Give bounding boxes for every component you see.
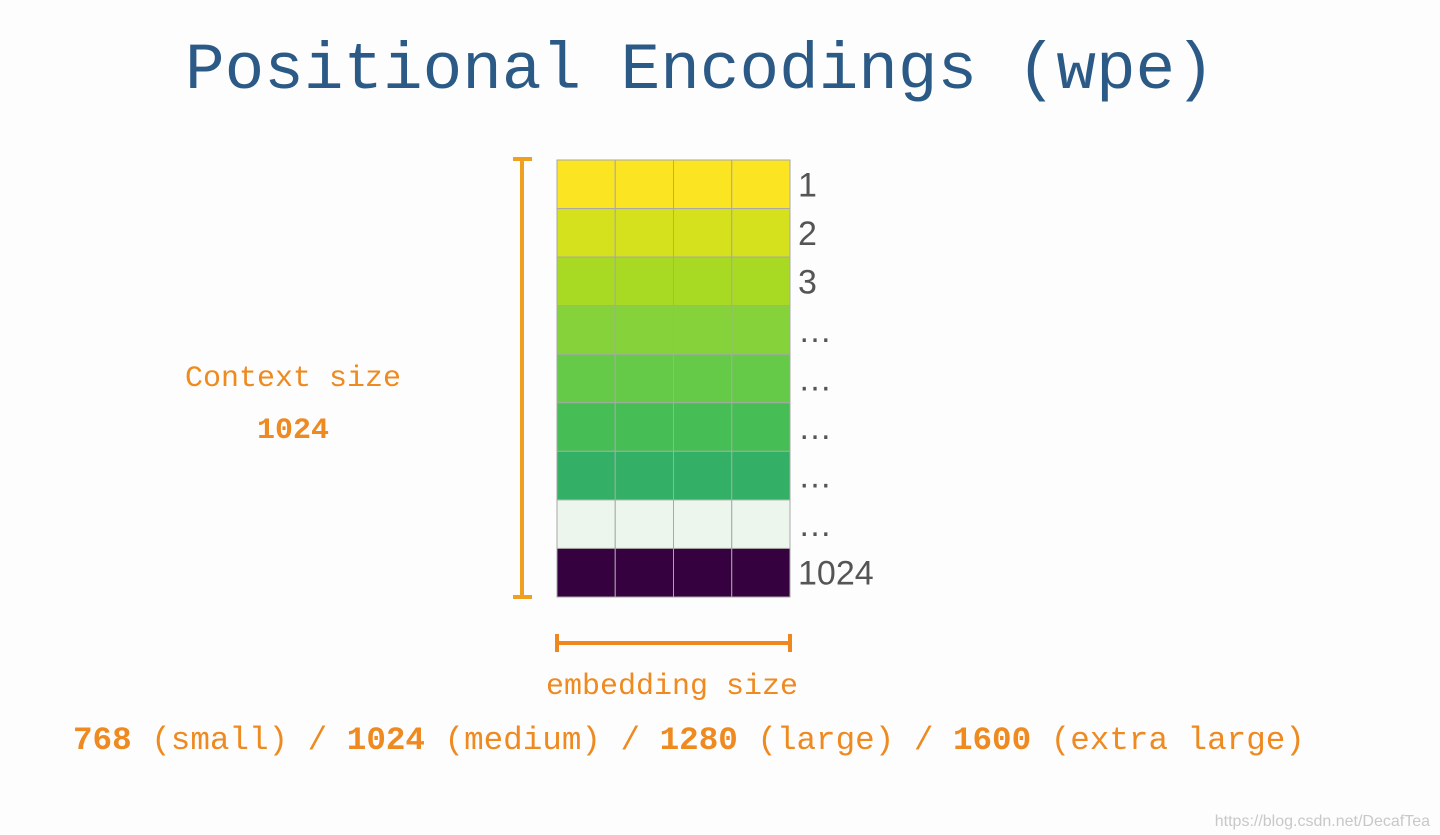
- size-name: (extra large): [1051, 722, 1305, 759]
- cell: [614, 256, 674, 307]
- row-label: …: [798, 506, 832, 544]
- separator: [933, 722, 953, 759]
- context-bracket: [513, 157, 532, 599]
- space: [738, 722, 758, 759]
- separator: [327, 722, 347, 759]
- size-value: 768: [73, 722, 132, 759]
- cell: [673, 208, 733, 258]
- cell: [673, 450, 733, 501]
- cell: [556, 499, 616, 549]
- row-label: …: [798, 458, 832, 496]
- cell: [731, 547, 791, 598]
- size-name: (medium): [445, 722, 601, 759]
- cell: [731, 256, 791, 307]
- cell: [673, 353, 733, 404]
- size-value: 1024: [347, 722, 425, 759]
- row-label: …: [798, 409, 832, 447]
- embedding-bracket: [555, 634, 792, 652]
- cell: [731, 305, 791, 355]
- cell: [673, 402, 733, 452]
- size-value: 1280: [660, 722, 738, 759]
- cell: [673, 499, 733, 549]
- cell: [614, 402, 674, 452]
- cell: [614, 305, 674, 355]
- space: [132, 722, 152, 759]
- row-label: …: [798, 312, 832, 350]
- cell: [614, 353, 674, 404]
- row-label: 1024: [798, 555, 874, 593]
- space: [425, 722, 445, 759]
- size-value: 1600: [953, 722, 1031, 759]
- cell: [614, 499, 674, 549]
- cell: [556, 305, 616, 355]
- cell: [731, 450, 791, 501]
- separator: [288, 722, 308, 759]
- cell: [731, 159, 791, 210]
- row-label: …: [798, 361, 832, 399]
- cell: [614, 547, 674, 598]
- cell: [673, 159, 733, 210]
- cell: [731, 499, 791, 549]
- cell: [556, 547, 616, 598]
- cell: [731, 402, 791, 452]
- cell: [556, 353, 616, 404]
- separator: [640, 722, 660, 759]
- cell: [556, 256, 616, 307]
- title: Positional Encodings (wpe): [185, 33, 1215, 108]
- embedding-sizes: 768 (small) / 1024 (medium) / 1280 (larg…: [73, 722, 1305, 759]
- separator: [601, 722, 621, 759]
- separator: [894, 722, 914, 759]
- cell: [673, 547, 733, 598]
- context-label: Context size: [185, 362, 401, 396]
- embedding-label: embedding size: [546, 670, 798, 704]
- cell: [673, 256, 733, 307]
- context-value: 1024: [257, 414, 329, 448]
- cell: [673, 305, 733, 355]
- watermark: https://blog.csdn.net/DecafTea: [1215, 813, 1430, 830]
- cell: [556, 208, 616, 258]
- separator: /: [308, 722, 328, 759]
- size-name: (small): [151, 722, 288, 759]
- cell: [614, 159, 674, 210]
- cell: [614, 450, 674, 501]
- row-label: 2: [798, 215, 817, 253]
- separator: /: [914, 722, 934, 759]
- cell: [614, 208, 674, 258]
- cell: [731, 208, 791, 258]
- space: [1031, 722, 1051, 759]
- row-label: 3: [798, 263, 817, 301]
- cell: [556, 402, 616, 452]
- size-name: (large): [757, 722, 894, 759]
- row-label: 1: [798, 166, 817, 204]
- cell: [731, 353, 791, 404]
- separator: /: [621, 722, 641, 759]
- cell: [556, 159, 616, 210]
- cell: [556, 450, 616, 501]
